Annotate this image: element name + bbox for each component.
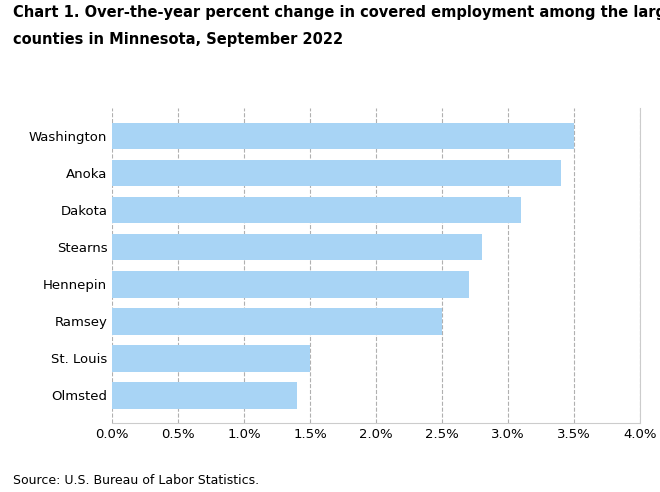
Bar (112, 123, 574, 149)
Text: counties in Minnesota, September 2022: counties in Minnesota, September 2022 (13, 32, 343, 47)
Bar (112, 234, 482, 260)
Bar (112, 345, 310, 372)
Bar (112, 308, 442, 335)
Bar (112, 197, 521, 223)
Text: Source: U.S. Bureau of Labor Statistics.: Source: U.S. Bureau of Labor Statistics. (13, 474, 259, 487)
Bar (112, 382, 297, 409)
Bar (112, 271, 469, 298)
Text: Chart 1. Over-the-year percent change in covered employment among the largest: Chart 1. Over-the-year percent change in… (13, 5, 660, 20)
Bar (112, 159, 561, 186)
